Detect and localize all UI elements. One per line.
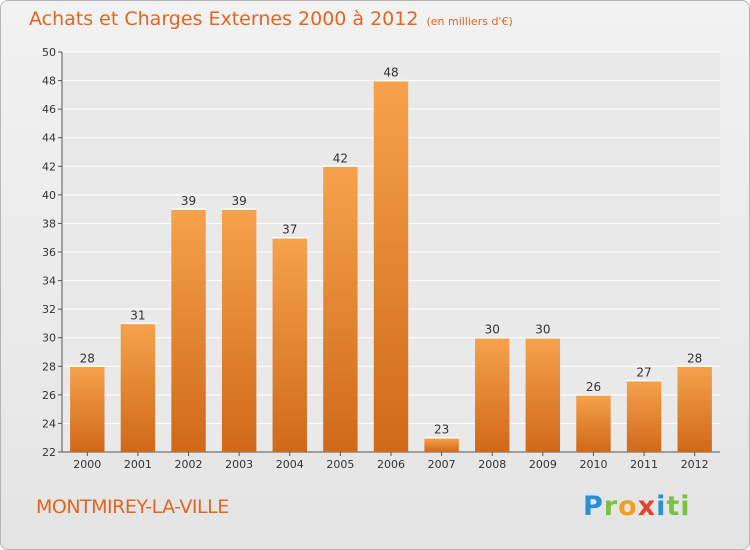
commune-name: MONTMIREY-LA-VILLE: [36, 496, 229, 518]
chart-title-text: Achats et Charges Externes 2000 à 2012: [29, 8, 419, 30]
x-tick-label: 2008: [478, 458, 506, 471]
bar: [221, 209, 257, 452]
logo-letter: x: [637, 491, 657, 522]
x-tick-label: 2000: [73, 458, 101, 471]
logo-letter: o: [618, 491, 638, 522]
x-tick-label: 2002: [175, 458, 203, 471]
x-tick-label: 2011: [630, 458, 658, 471]
chart-unit: (en milliers d'€): [426, 15, 513, 28]
y-tick-label: 26: [42, 389, 56, 402]
y-tick-label: 46: [42, 103, 56, 116]
x-tick-label: 2009: [529, 458, 557, 471]
y-tick-label: 42: [42, 160, 56, 173]
bar-value-label: 39: [181, 194, 196, 208]
x-tick-label: 2005: [326, 458, 354, 471]
y-tick-label: 38: [42, 217, 56, 230]
bar: [272, 237, 307, 452]
bar: [475, 337, 510, 452]
bar: [525, 337, 561, 452]
logo-letter: r: [603, 491, 619, 522]
bar-value-label: 28: [687, 351, 702, 365]
x-tick-label: 2001: [124, 458, 152, 471]
bar-value-label: 37: [282, 223, 297, 237]
x-tick-label: 2010: [579, 458, 607, 471]
logo-letter: ti: [666, 491, 691, 522]
bar-value-label: 26: [586, 380, 601, 394]
y-tick-label: 48: [42, 75, 56, 88]
y-tick-label: 50: [42, 46, 56, 59]
bar-value-label: 48: [383, 66, 398, 80]
bar-value-label: 23: [434, 423, 449, 437]
bar-value-label: 30: [535, 323, 550, 337]
proxiti-logo: Proxiti: [583, 491, 691, 522]
bar: [70, 366, 105, 452]
bar: [424, 437, 459, 452]
chart-title: Achats et Charges Externes 2000 à 2012 (e…: [29, 8, 513, 30]
y-tick-label: 34: [42, 275, 56, 288]
bar: [576, 394, 611, 452]
bar: [373, 80, 409, 453]
y-tick-label: 24: [42, 417, 56, 430]
y-tick-label: 44: [42, 132, 56, 145]
y-tick-label: 36: [42, 246, 56, 259]
y-tick-label: 32: [42, 303, 56, 316]
bar-value-label: 30: [485, 323, 500, 337]
bar: [626, 380, 662, 452]
bar: [171, 209, 206, 452]
y-tick-label: 28: [42, 360, 56, 373]
x-tick-label: 2006: [377, 458, 405, 471]
bar-value-label: 31: [130, 308, 145, 322]
bar-value-label: 39: [232, 194, 247, 208]
y-tick-label: 40: [42, 189, 56, 202]
x-tick-label: 2003: [225, 458, 253, 471]
logo-letter: P: [583, 491, 604, 522]
x-tick-label: 2012: [681, 458, 709, 471]
bar: [677, 366, 712, 452]
bar: [120, 323, 156, 452]
bar-value-label: 28: [80, 351, 95, 365]
y-tick-label: 30: [42, 332, 56, 345]
bar-value-label: 42: [333, 151, 348, 165]
bar: [323, 166, 358, 453]
bar-value-label: 27: [636, 366, 651, 380]
y-tick-label: 22: [42, 446, 56, 459]
x-tick-label: 2004: [276, 458, 304, 471]
logo-letter: i: [656, 491, 667, 522]
x-tick-label: 2007: [428, 458, 456, 471]
